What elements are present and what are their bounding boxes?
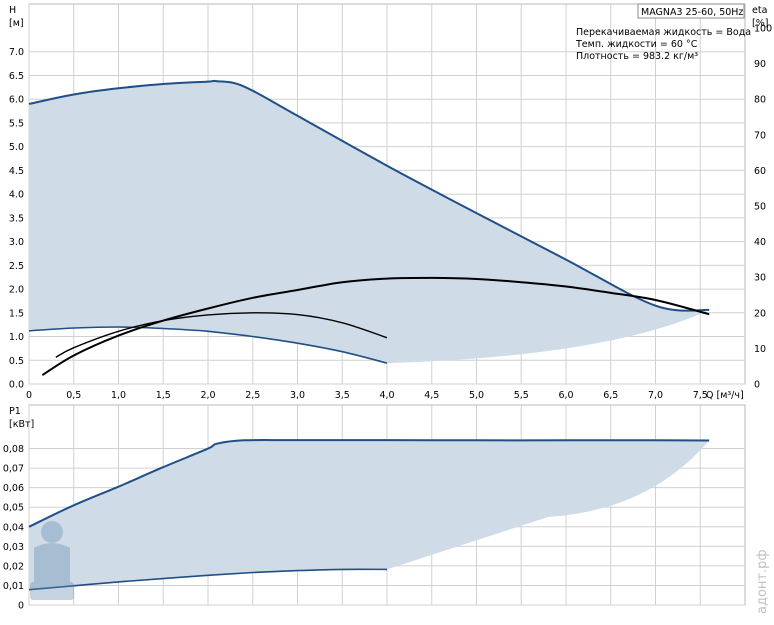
p1-tick-label: 0,03 <box>3 542 24 553</box>
x-tick-label: 4,0 <box>379 390 394 401</box>
x-tick-label: 7,5 <box>693 390 708 401</box>
eta-axis-unit: [%] <box>752 18 768 29</box>
efficiency-curve-min <box>55 312 388 358</box>
x-tick-label: 0,5 <box>66 390 81 401</box>
p1-tick-label: 0,05 <box>3 503 24 514</box>
p1-tick-label: 0,06 <box>3 483 24 494</box>
x-tick-label: 6,5 <box>603 390 618 401</box>
eta-tick-label: 40 <box>754 237 766 248</box>
eta-tick-label: 90 <box>754 59 766 70</box>
h-tick-label: 0.5 <box>9 356 24 367</box>
eta-tick-label: 0 <box>754 380 760 391</box>
min-head-curve <box>28 326 388 364</box>
x-tick-label: 5,0 <box>469 390 484 401</box>
info-line-density: Плотность = 983.2 кг/м³ <box>576 51 698 62</box>
p1-tick-label: 0,02 <box>3 561 24 572</box>
h-axis-unit: [м] <box>9 18 24 29</box>
eta-tick-label: 30 <box>754 273 766 284</box>
eta-tick-label: 50 <box>754 202 766 213</box>
h-tick-label: 4.5 <box>9 166 24 177</box>
watermark-text: адонт.рф <box>755 550 770 614</box>
p1-axis-label: P1 <box>9 406 21 417</box>
p1-tick-label: 0,08 <box>3 444 24 455</box>
eta-axis-label: eta <box>752 5 767 16</box>
top-shaded-region <box>29 80 710 364</box>
bottom-curves <box>28 439 710 591</box>
q-axis-label: Q [м³/ч] <box>706 390 744 401</box>
model-label: MAGNA3 25-60, 50Hz <box>641 7 743 18</box>
p1-tick-label: 0,01 <box>3 581 24 592</box>
min-power-curve <box>28 568 388 591</box>
top-operating-area <box>29 80 710 364</box>
h-tick-label: 4.0 <box>9 190 24 201</box>
h-tick-label: 1.0 <box>9 332 24 343</box>
x-tick-label: 4,5 <box>424 390 439 401</box>
h-tick-label: 6.0 <box>9 95 24 106</box>
model-box <box>637 3 745 19</box>
eta-tick-label: 100 <box>754 24 772 35</box>
x-tick-label: 1,0 <box>111 390 126 401</box>
eta-tick-label: 70 <box>754 130 766 141</box>
p1-tick-label: 0 <box>18 601 24 612</box>
x-tick-label: 1,5 <box>156 390 171 401</box>
max-power-curve <box>28 439 710 528</box>
info-line-fluid: Перекачиваемая жидкость = Вода <box>576 27 751 38</box>
bottom-operating-area <box>29 440 710 590</box>
h-tick-label: 2.0 <box>9 285 24 296</box>
eta-tick-label: 20 <box>754 308 766 319</box>
x-tick-label: 0 <box>26 390 32 401</box>
x-tick-label: 2,5 <box>245 390 260 401</box>
h-axis-label: H <box>9 5 16 16</box>
h-tick-label: 3.5 <box>9 213 24 224</box>
x-tick-label: 3,0 <box>290 390 305 401</box>
h-tick-label: 6.5 <box>9 71 24 82</box>
x-tick-label: 7,0 <box>648 390 663 401</box>
eta-tick-label: 80 <box>754 95 766 106</box>
efficiency-curve-max <box>41 276 710 376</box>
p1-axis-unit: [кВт] <box>9 419 34 430</box>
eta-tick-label: 60 <box>754 166 766 177</box>
eta-tick-label: 10 <box>754 344 766 355</box>
tick-labels: 0 0,5 1,0 1,5 2,0 2,5 3,0 3,5 4,0 4,5 5,0 5,5 6,0 6,5… <box>3 24 772 612</box>
x-tick-label: 3,5 <box>335 390 350 401</box>
p1-tick-label: 0,04 <box>3 522 24 533</box>
h-tick-label: 3.0 <box>9 237 24 248</box>
h-tick-label: 0.0 <box>9 380 24 391</box>
mascot-logo <box>30 521 74 600</box>
top-curves <box>28 79 710 376</box>
h-tick-label: 5.5 <box>9 118 24 129</box>
h-tick-label: 2.5 <box>9 261 24 272</box>
max-head-curve <box>28 79 710 312</box>
h-tick-label: 7.0 <box>9 47 24 58</box>
p1-tick-label: 0,07 <box>3 464 24 475</box>
x-tick-label: 5,5 <box>514 390 529 401</box>
x-tick-label: 2,0 <box>200 390 215 401</box>
h-tick-label: 1.5 <box>9 308 24 319</box>
h-tick-label: 5.0 <box>9 142 24 153</box>
bottom-shaded-region <box>29 440 710 590</box>
info-line-temp: Темп. жидкости = 60 °C <box>575 39 698 50</box>
x-tick-label: 6,0 <box>558 390 573 401</box>
